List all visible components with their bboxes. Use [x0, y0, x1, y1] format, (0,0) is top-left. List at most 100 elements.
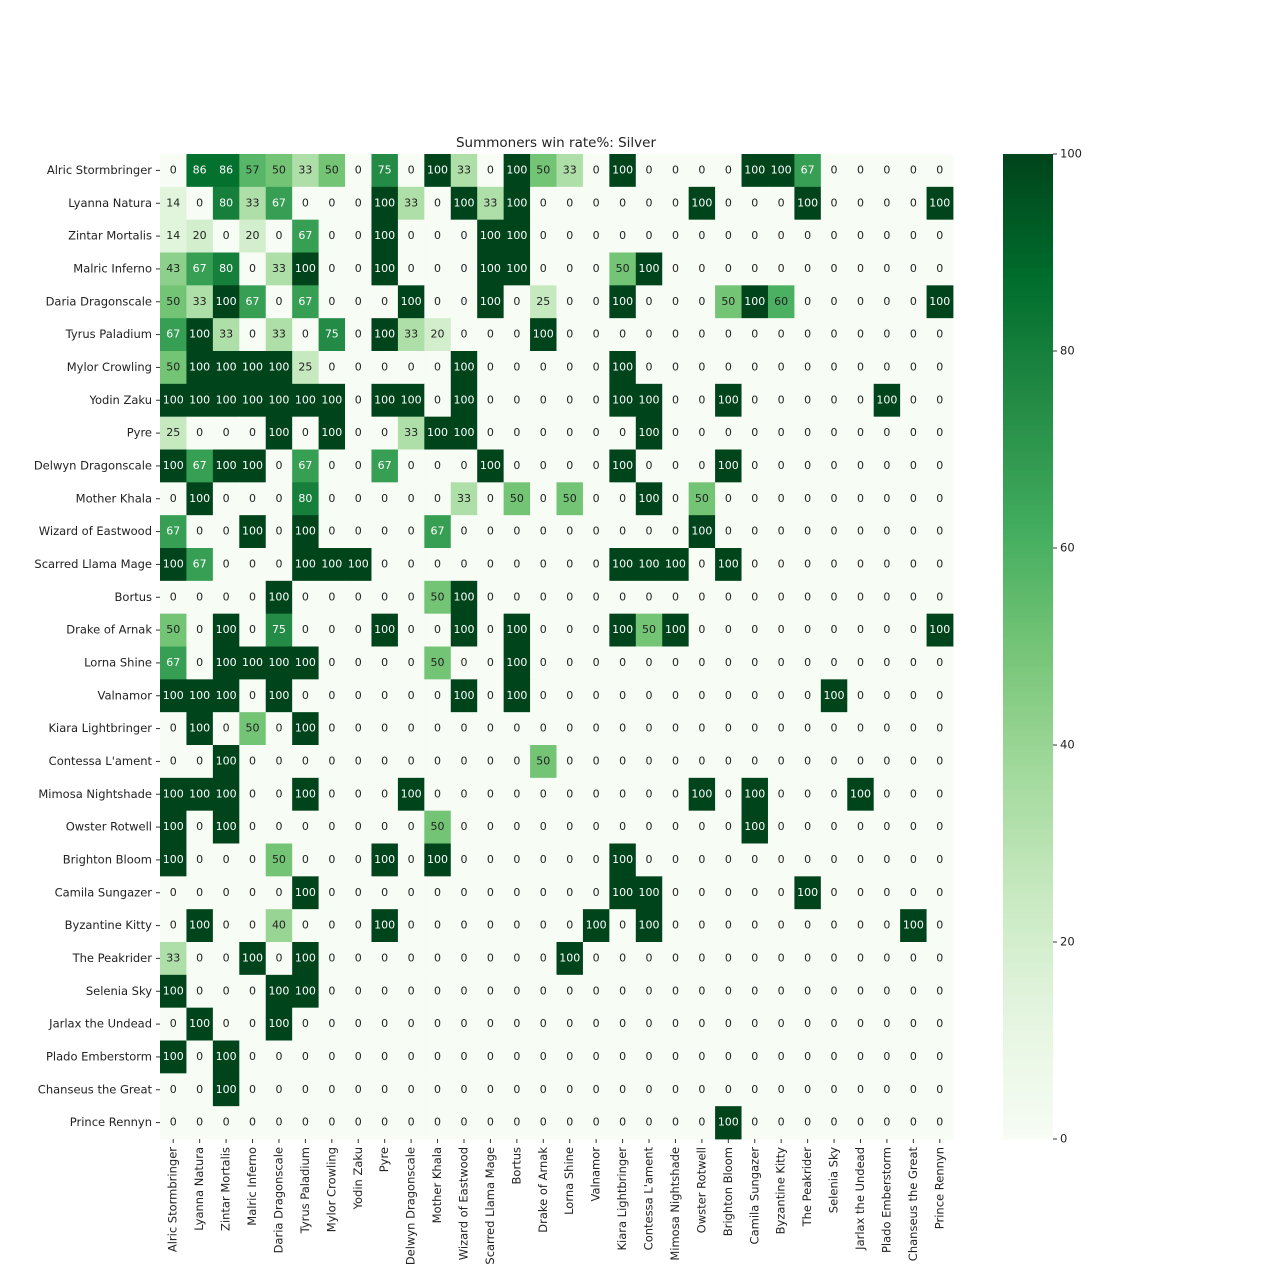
heatmap-cell — [265, 318, 293, 352]
cell-label: 100 — [242, 656, 263, 669]
heatmap-cell — [635, 876, 663, 910]
heatmap-cell — [556, 712, 584, 746]
y-tick-label: Selenia Sky — [86, 984, 152, 998]
heatmap-cell — [424, 745, 452, 779]
heatmap-cell — [609, 974, 637, 1009]
cell-label: 0 — [804, 1083, 811, 1096]
colorbar-segment — [1003, 981, 1053, 987]
cell-label: 0 — [249, 853, 256, 866]
colorbar-segment — [1003, 951, 1053, 958]
heatmap-cell — [900, 1073, 927, 1107]
colorbar-segment — [1003, 897, 1053, 904]
cell-label: 0 — [831, 853, 838, 866]
cell-label: 0 — [487, 787, 494, 800]
cell-label: 0 — [698, 820, 705, 833]
cell-label: 100 — [612, 163, 633, 176]
cell-label: 0 — [831, 656, 838, 669]
cell-label: 0 — [646, 590, 653, 603]
cell-label: 0 — [804, 689, 811, 702]
cell-label: 100 — [506, 262, 527, 275]
cell-label: 0 — [593, 754, 600, 767]
cell-label: 0 — [936, 525, 943, 538]
heatmap-cell — [556, 351, 584, 385]
colorbar-segment — [1003, 262, 1053, 268]
cell-label: 67 — [166, 525, 180, 538]
heatmap-cell — [186, 810, 214, 844]
cell-label: 0 — [249, 787, 256, 800]
cell-label: 0 — [487, 689, 494, 702]
cell-label: 0 — [698, 656, 705, 669]
heatmap-cell — [318, 449, 346, 483]
heatmap-cell — [265, 1007, 293, 1041]
heatmap-cell — [926, 1073, 954, 1107]
heatmap-cell — [186, 1040, 214, 1074]
cell-label: 0 — [936, 656, 943, 669]
heatmap-cell — [794, 712, 822, 746]
cell-label: 80 — [298, 492, 312, 505]
y-tick-label: Owster Rotwell — [66, 820, 152, 834]
cell-label: 0 — [302, 590, 309, 603]
cell-label: 0 — [910, 754, 917, 767]
heatmap-cell — [345, 318, 372, 352]
colorbar-segment — [1003, 493, 1053, 500]
heatmap-cell — [715, 1007, 742, 1041]
heatmap-cell — [741, 285, 769, 319]
heatmap-cell — [873, 974, 901, 1009]
cell-label: 0 — [778, 623, 785, 636]
cell-label: 0 — [434, 262, 441, 275]
cell-label: 0 — [672, 525, 679, 538]
cell-label: 0 — [566, 426, 573, 439]
heatmap-cell — [847, 613, 875, 647]
heatmap-cell — [397, 613, 425, 647]
cell-label: 0 — [593, 360, 600, 373]
cell-label: 0 — [460, 557, 467, 570]
cell-label: 0 — [513, 754, 520, 767]
heatmap-cell — [265, 745, 293, 779]
heatmap-cell — [186, 186, 214, 221]
cell-label: 0 — [857, 689, 864, 702]
cell-label: 0 — [831, 787, 838, 800]
heatmap-cell — [847, 482, 875, 516]
cell-label: 100 — [639, 426, 660, 439]
cell-label: 0 — [672, 1050, 679, 1063]
cell-label: 0 — [513, 393, 520, 406]
colorbar-segment — [1003, 208, 1053, 214]
colorbar-segment — [1003, 720, 1053, 726]
heatmap-cell — [477, 810, 505, 844]
heatmap-cell — [662, 942, 690, 976]
cell-label: 0 — [725, 196, 732, 209]
cell-label: 0 — [275, 295, 282, 308]
colorbar-segment — [1003, 651, 1053, 657]
cell-label: 0 — [672, 722, 679, 735]
cell-label: 0 — [328, 886, 335, 899]
cell-label: 100 — [216, 787, 237, 800]
heatmap-cell — [794, 942, 822, 976]
heatmap-cell — [186, 351, 214, 385]
heatmap-cell — [847, 745, 875, 779]
heatmap-cell — [292, 219, 319, 253]
heatmap-cell — [900, 154, 927, 188]
colorbar-segment — [1003, 1010, 1053, 1017]
heatmap-cell — [900, 351, 927, 385]
heatmap-cell — [582, 974, 610, 1009]
cell-label: 0 — [593, 393, 600, 406]
cell-label: 0 — [804, 492, 811, 505]
cell-label: 0 — [936, 492, 943, 505]
heatmap-cell — [503, 515, 531, 549]
heatmap-cell — [635, 810, 663, 844]
colorbar-segment — [1003, 237, 1053, 244]
cell-label: 0 — [936, 590, 943, 603]
cell-label: 0 — [672, 262, 679, 275]
cell-label: 100 — [480, 459, 501, 472]
heatmap-cell — [186, 974, 214, 1009]
heatmap-cell — [873, 548, 901, 582]
heatmap-cell — [477, 351, 505, 385]
heatmap-cell — [265, 777, 293, 812]
heatmap-cell — [160, 482, 187, 516]
cell-label: 0 — [672, 196, 679, 209]
heatmap-cell — [820, 777, 848, 812]
y-tick-label: Mimosa Nightshade — [38, 787, 152, 801]
heatmap-cell — [345, 679, 372, 713]
heatmap-cell — [265, 252, 293, 286]
heatmap-cell — [212, 482, 240, 516]
